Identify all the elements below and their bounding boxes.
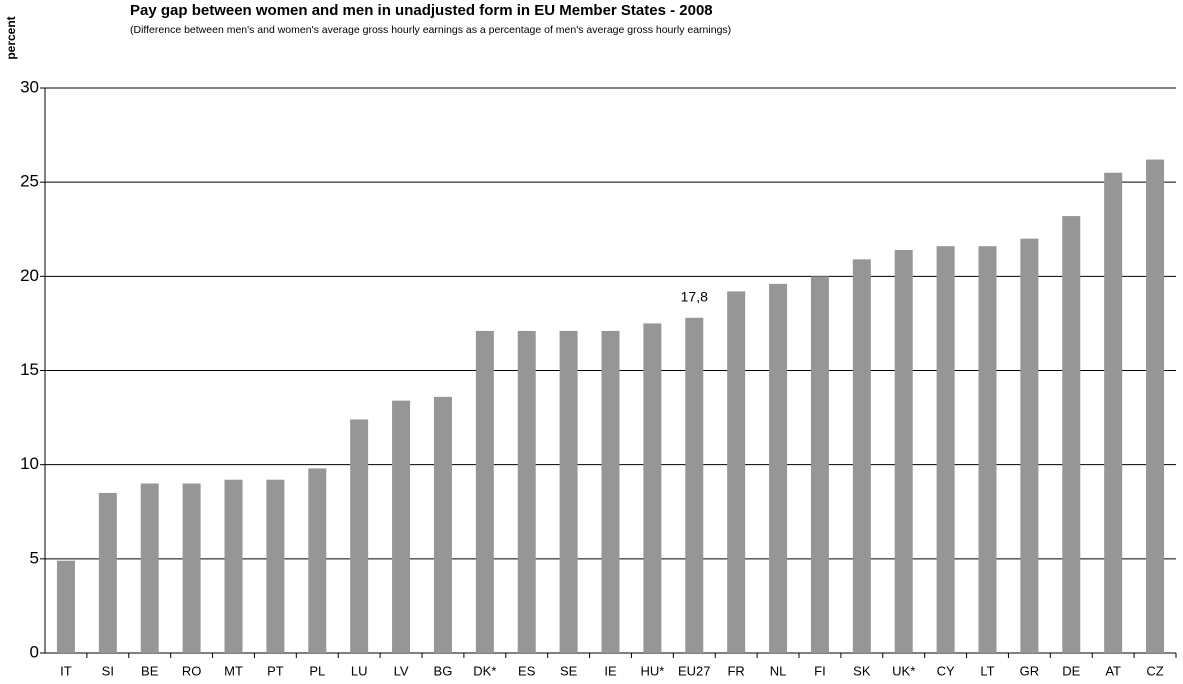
y-tick-label: 0 [30,642,39,661]
bar [1104,172,1123,653]
bar [810,276,829,653]
x-tick-label: MT [224,663,243,678]
x-tick-label: LT [980,663,994,678]
x-tick-label: UK* [892,663,915,678]
bar [517,330,536,653]
bar [852,259,871,653]
x-tick-label: HU* [640,663,664,678]
x-tick-label: ES [518,663,536,678]
bar [769,283,788,653]
bar [936,246,955,653]
x-tick-label: AT [1105,663,1121,678]
bar [1062,216,1081,654]
x-tick-label: NL [770,663,787,678]
x-tick-label: SE [560,663,578,678]
data-label: 17,8 [681,288,708,304]
bar [685,317,704,653]
x-tick-label: RO [182,663,202,678]
bar [1020,238,1039,653]
bar [266,479,285,653]
x-tick-label: CY [937,663,955,678]
bar [894,249,913,653]
bar [56,560,75,653]
x-tick-label: SI [102,663,114,678]
bar [601,330,620,653]
x-tick-label: FR [727,663,744,678]
x-tick-label: IE [604,663,617,678]
bar [978,246,997,653]
x-tick-label: BE [141,663,159,678]
y-tick-label: 20 [20,266,39,285]
bar [1146,159,1165,654]
bar [224,479,243,653]
x-tick-label: FI [814,663,826,678]
bar [182,483,201,653]
y-axis-label: percent [4,16,18,59]
y-tick-label: 5 [30,548,39,567]
x-tick-label: BG [434,663,453,678]
y-tick-label: 15 [20,360,39,379]
bar [475,330,494,653]
y-tick-label: 30 [20,77,39,96]
bar [433,396,452,653]
x-tick-label: LU [351,663,368,678]
x-tick-label: GR [1020,663,1040,678]
bar [308,468,327,653]
chart-subtitle: (Difference between men's and women's av… [130,24,731,36]
bar [643,323,662,653]
x-tick-label: PT [267,663,284,678]
x-tick-label: LV [394,663,409,678]
chart-title: Pay gap between women and men in unadjus… [130,2,713,19]
x-tick-label: SK [853,663,871,678]
x-tick-label: DK* [473,663,496,678]
bar [392,400,411,653]
bar [727,291,746,653]
x-tick-label: PL [309,663,325,678]
x-tick-label: CZ [1146,663,1163,678]
x-tick-label: IT [60,663,72,678]
x-tick-label: EU27 [678,663,711,678]
bar [350,419,369,653]
y-tick-label: 10 [20,454,39,473]
bar [98,492,117,653]
x-tick-label: DE [1062,663,1080,678]
y-tick-label: 25 [20,172,39,191]
bar [559,330,578,653]
bar [140,483,159,653]
